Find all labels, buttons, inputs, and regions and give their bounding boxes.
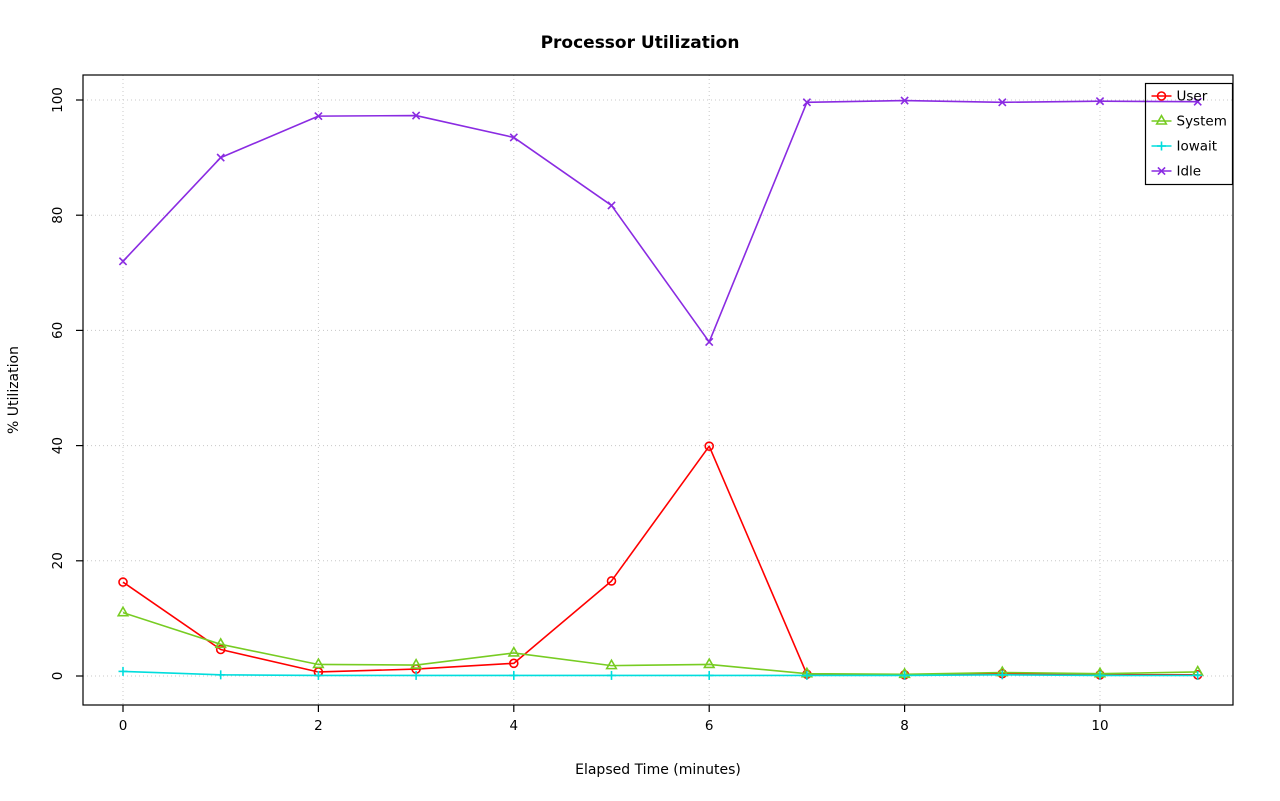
x-tick-label: 4 bbox=[510, 718, 519, 734]
legend-item-idle: Idle bbox=[1151, 164, 1202, 180]
x-tick-label: 8 bbox=[900, 718, 909, 734]
y-tick-label: 80 bbox=[50, 207, 66, 224]
series-iowait bbox=[118, 666, 1203, 680]
legend: User System Iowait Idle bbox=[1144, 82, 1234, 186]
series-idle bbox=[118, 96, 1202, 347]
legend-label: System bbox=[1177, 114, 1227, 130]
legend-label: User bbox=[1177, 89, 1208, 105]
gridlines bbox=[83, 75, 1233, 705]
legend-label: Iowait bbox=[1177, 139, 1218, 155]
y-tick-label: 100 bbox=[50, 87, 66, 113]
chart-title: Processor Utilization bbox=[540, 33, 740, 53]
legend-box bbox=[1144, 82, 1234, 186]
x-tick-label: 6 bbox=[705, 718, 714, 734]
x-tick-label: 10 bbox=[1091, 718, 1108, 734]
y-tick-label: 0 bbox=[50, 672, 66, 681]
legend-item-iowait: Iowait bbox=[1151, 139, 1218, 155]
legend-item-user: User bbox=[1151, 89, 1208, 105]
y-tick-label: 40 bbox=[50, 437, 66, 454]
y-tick-label: 20 bbox=[50, 552, 66, 569]
legend-label: Idle bbox=[1177, 164, 1202, 180]
x-axis-title: Elapsed Time (minutes) bbox=[575, 762, 741, 778]
series-system bbox=[116, 605, 1204, 679]
y-axis-title: % Utilization bbox=[6, 346, 22, 434]
x-tick-label: 0 bbox=[119, 718, 128, 734]
legend-item-system: System bbox=[1151, 114, 1227, 130]
plot-border bbox=[82, 74, 1234, 706]
x-tick-label: 2 bbox=[314, 718, 323, 734]
y-tick-label: 60 bbox=[50, 322, 66, 339]
